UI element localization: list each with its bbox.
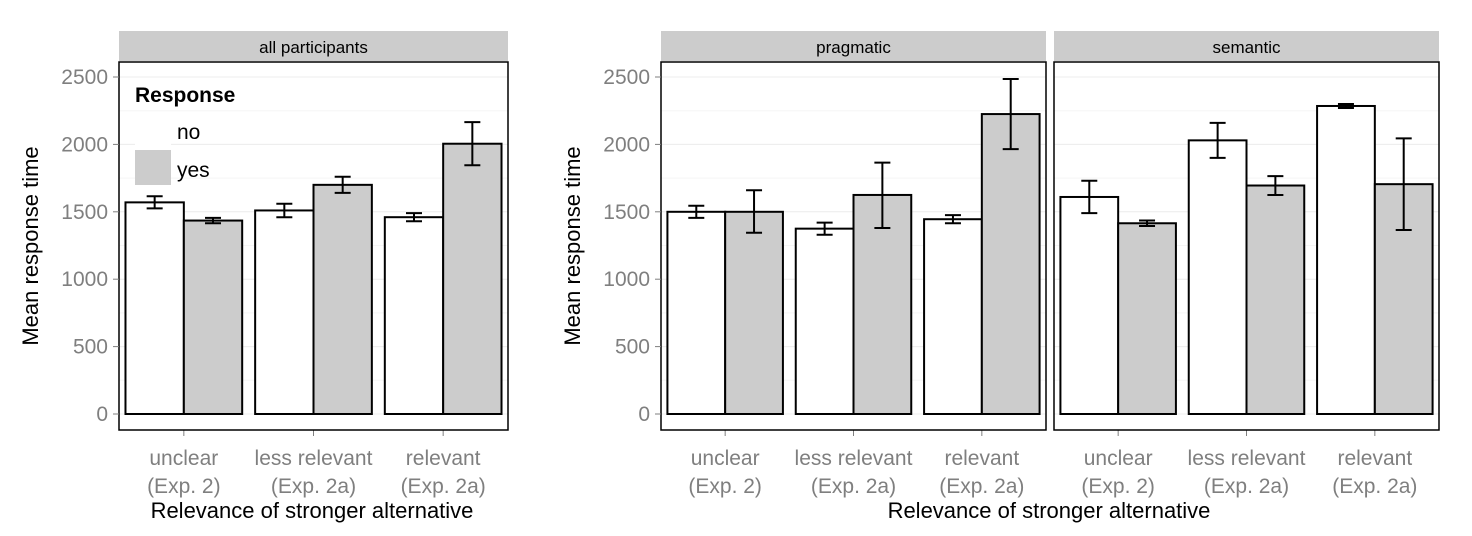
y-axis-title-left: Mean response time <box>18 146 43 345</box>
x-tick-label: (Exp. 2) <box>147 475 221 498</box>
x-tick-label: (Exp. 2) <box>1081 475 1155 498</box>
panel-border <box>660 61 1047 431</box>
y-tick-label: 1000 <box>603 268 650 291</box>
x-tick-label: (Exp. 2) <box>688 475 762 498</box>
bar-no <box>383 216 445 415</box>
y-tick-label: 2500 <box>603 66 650 89</box>
bar-yes <box>312 183 373 415</box>
legend-key-no <box>135 113 171 148</box>
x-tick-label: (Exp. 2a) <box>401 475 486 498</box>
bar-yes <box>724 210 784 415</box>
y-tick-label: 1000 <box>61 268 108 291</box>
facet-strip-label: pragmatic <box>816 38 891 57</box>
bar-no <box>254 209 315 415</box>
x-tick-label: (Exp. 2a) <box>1204 475 1289 498</box>
y-tick-label: 2500 <box>61 66 108 89</box>
x-tick-label: relevant <box>406 447 481 470</box>
legend-label-yes: yes <box>177 159 210 182</box>
bar-yes <box>182 219 244 415</box>
legend-title: Response <box>135 84 235 107</box>
x-tick-label: (Exp. 2a) <box>1332 475 1417 498</box>
x-tick-label: less relevant <box>255 447 373 470</box>
panel-border <box>1053 61 1440 431</box>
x-axis-title-right: Relevance of stronger alternative <box>888 498 1211 523</box>
bar-no <box>1187 139 1248 416</box>
x-tick-label: relevant <box>1337 447 1412 470</box>
facet-strip-label: all participants <box>259 38 368 57</box>
y-tick-label: 1500 <box>61 201 108 224</box>
legend: Response no yes <box>135 84 235 185</box>
x-tick-label: unclear <box>691 447 760 470</box>
x-tick-label: (Exp. 2a) <box>271 475 356 498</box>
y-tick-label: 0 <box>96 403 108 426</box>
x-tick-label: unclear <box>149 447 218 470</box>
x-axis-title-left: Relevance of stronger alternative <box>151 498 474 523</box>
y-tick-label: 500 <box>73 336 108 359</box>
bar-yes <box>980 113 1041 415</box>
facet-strip-label: semantic <box>1212 38 1281 57</box>
facet-strip <box>119 31 508 61</box>
bar-no <box>923 218 983 415</box>
x-tick-label: unclear <box>1084 447 1153 470</box>
legend-label-no: no <box>177 121 200 144</box>
bar-yes <box>442 142 503 415</box>
x-tick-label: (Exp. 2a) <box>939 475 1024 498</box>
legend-key-yes <box>135 150 171 185</box>
y-tick-label: 2000 <box>603 133 650 156</box>
x-tick-label: (Exp. 2a) <box>811 475 896 498</box>
y-axis-title-right: Mean response time <box>560 146 585 345</box>
panel-border <box>118 61 509 431</box>
y-tick-label: 1500 <box>603 201 650 224</box>
facet-strip <box>661 31 1046 61</box>
bar-yes <box>1117 222 1177 415</box>
bar-no <box>794 227 855 415</box>
x-tick-label: relevant <box>944 447 1019 470</box>
x-tick-label: less relevant <box>795 447 913 470</box>
y-tick-label: 0 <box>638 403 650 426</box>
bar-no <box>1059 195 1120 415</box>
facet-strip <box>1054 31 1439 61</box>
bar-yes <box>1245 184 1306 415</box>
bar-no <box>666 210 727 415</box>
bar-no <box>124 201 185 415</box>
y-tick-label: 500 <box>615 336 650 359</box>
x-tick-label: less relevant <box>1188 447 1306 470</box>
bar-no <box>1316 104 1376 416</box>
y-tick-label: 2000 <box>61 133 108 156</box>
